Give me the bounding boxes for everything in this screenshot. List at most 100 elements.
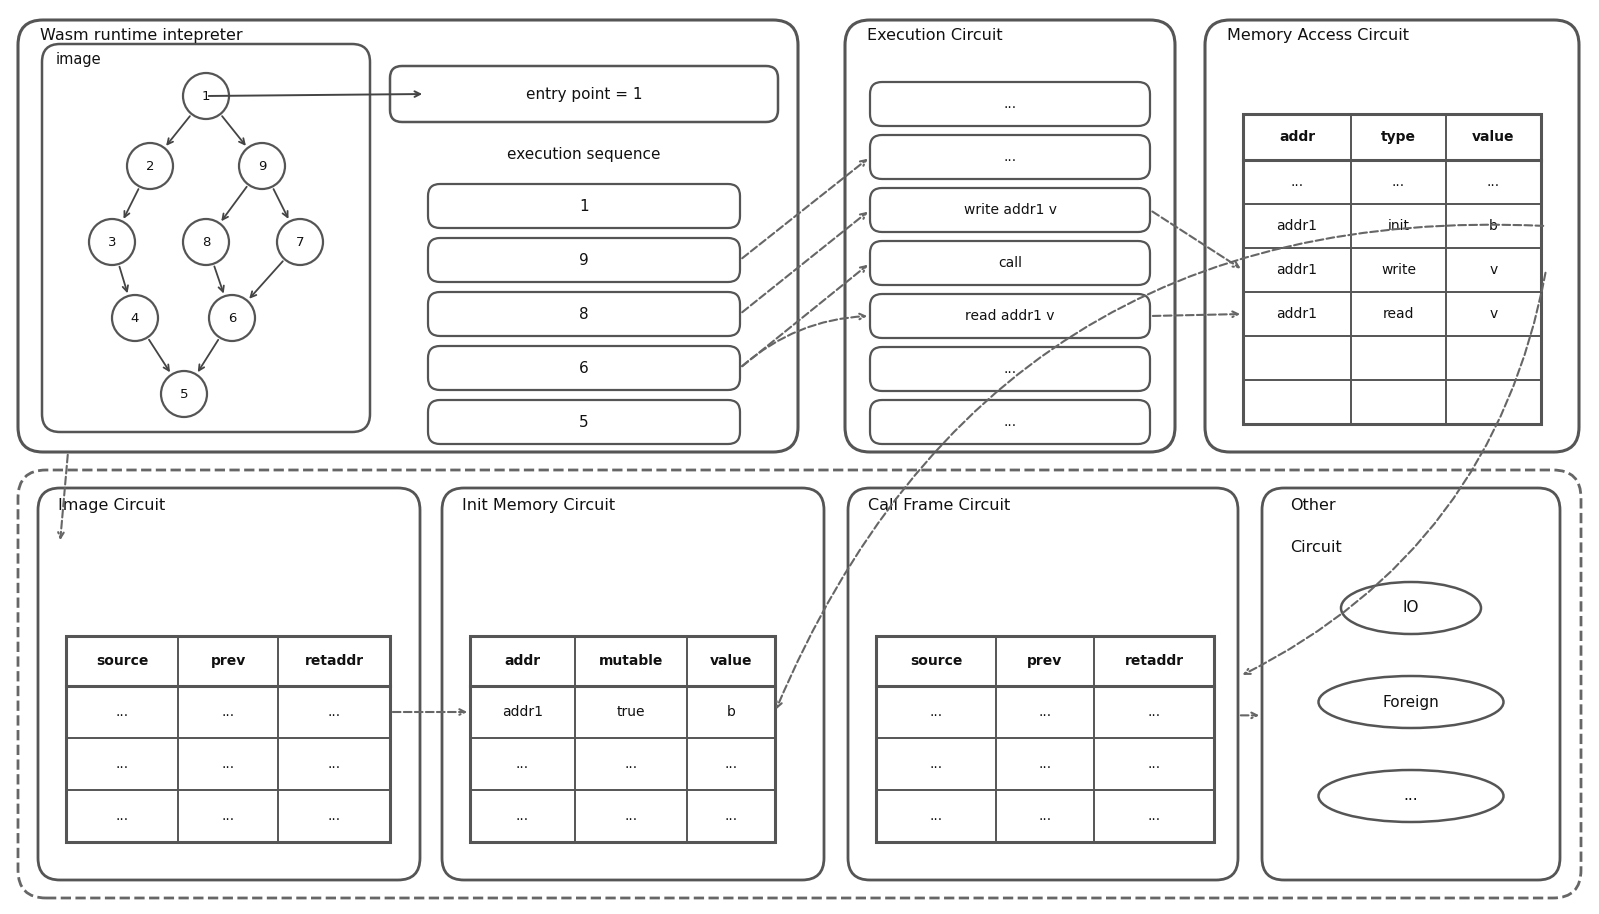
Bar xyxy=(66,636,390,842)
Text: ...: ... xyxy=(1290,175,1303,189)
Text: b: b xyxy=(726,705,736,719)
Text: ...: ... xyxy=(1148,757,1161,771)
Text: ...: ... xyxy=(1004,362,1017,376)
Text: ...: ... xyxy=(1148,809,1161,823)
FancyBboxPatch shape xyxy=(870,135,1150,179)
Text: Foreign: Foreign xyxy=(1383,695,1439,709)
Circle shape xyxy=(126,143,173,189)
Text: Call Frame Circuit: Call Frame Circuit xyxy=(868,498,1011,513)
Circle shape xyxy=(182,73,229,119)
Text: addr1: addr1 xyxy=(1276,307,1318,321)
Text: ...: ... xyxy=(1004,150,1017,164)
Ellipse shape xyxy=(1342,582,1481,634)
FancyBboxPatch shape xyxy=(1262,488,1561,880)
Text: Circuit: Circuit xyxy=(1290,540,1342,555)
Text: ...: ... xyxy=(1004,415,1017,429)
Circle shape xyxy=(90,219,134,265)
FancyBboxPatch shape xyxy=(429,184,740,228)
Text: true: true xyxy=(617,705,646,719)
FancyBboxPatch shape xyxy=(870,294,1150,338)
Text: ...: ... xyxy=(1038,757,1052,771)
Text: write addr1 v: write addr1 v xyxy=(964,203,1057,217)
Text: init: init xyxy=(1388,219,1409,233)
FancyBboxPatch shape xyxy=(1206,20,1578,452)
FancyBboxPatch shape xyxy=(429,238,740,282)
Text: ...: ... xyxy=(929,757,942,771)
FancyBboxPatch shape xyxy=(870,82,1150,126)
Text: ...: ... xyxy=(516,809,529,823)
Text: 9: 9 xyxy=(579,252,588,268)
FancyBboxPatch shape xyxy=(18,20,798,452)
Ellipse shape xyxy=(1319,770,1503,822)
Text: ...: ... xyxy=(221,757,235,771)
FancyBboxPatch shape xyxy=(870,400,1150,444)
Bar xyxy=(1242,114,1541,424)
Text: call: call xyxy=(998,256,1022,270)
Text: read: read xyxy=(1383,307,1414,321)
Text: 6: 6 xyxy=(579,360,588,376)
Text: addr: addr xyxy=(504,654,540,668)
FancyBboxPatch shape xyxy=(38,488,421,880)
Bar xyxy=(876,636,1214,842)
FancyBboxPatch shape xyxy=(870,347,1150,391)
Text: execution sequence: execution sequence xyxy=(507,146,660,162)
FancyBboxPatch shape xyxy=(42,44,369,432)
Text: ...: ... xyxy=(724,757,737,771)
Text: Memory Access Circuit: Memory Access Circuit xyxy=(1226,28,1409,43)
Circle shape xyxy=(238,143,285,189)
Text: value: value xyxy=(710,654,752,668)
Text: ...: ... xyxy=(328,809,341,823)
Text: ...: ... xyxy=(929,809,942,823)
Text: addr: addr xyxy=(1279,130,1314,144)
Text: ...: ... xyxy=(1038,705,1052,719)
Text: 4: 4 xyxy=(131,312,139,324)
Text: 5: 5 xyxy=(579,415,588,430)
Text: retaddr: retaddr xyxy=(304,654,363,668)
Text: value: value xyxy=(1473,130,1514,144)
FancyBboxPatch shape xyxy=(390,66,779,122)
Text: addr1: addr1 xyxy=(1276,219,1318,233)
Text: write: write xyxy=(1382,263,1417,277)
Text: 8: 8 xyxy=(201,236,209,249)
Text: ...: ... xyxy=(328,705,341,719)
Text: 7: 7 xyxy=(296,236,304,249)
Text: Execution Circuit: Execution Circuit xyxy=(867,28,1003,43)
Text: ...: ... xyxy=(1038,809,1052,823)
Circle shape xyxy=(277,219,323,265)
Text: Init Memory Circuit: Init Memory Circuit xyxy=(462,498,616,513)
Text: ...: ... xyxy=(625,809,638,823)
Text: ...: ... xyxy=(929,705,942,719)
Text: 1: 1 xyxy=(579,198,588,214)
FancyBboxPatch shape xyxy=(870,241,1150,285)
FancyBboxPatch shape xyxy=(870,188,1150,232)
FancyBboxPatch shape xyxy=(441,488,823,880)
Text: 9: 9 xyxy=(257,160,265,173)
Text: 8: 8 xyxy=(579,306,588,322)
FancyBboxPatch shape xyxy=(429,346,740,390)
Text: read addr1 v: read addr1 v xyxy=(966,309,1055,323)
Text: Wasm runtime intepreter: Wasm runtime intepreter xyxy=(40,28,243,43)
FancyBboxPatch shape xyxy=(847,488,1238,880)
Text: prev: prev xyxy=(1028,654,1063,668)
Text: ...: ... xyxy=(1404,789,1418,803)
Text: ...: ... xyxy=(115,809,128,823)
Text: addr1: addr1 xyxy=(1276,263,1318,277)
Text: ...: ... xyxy=(1487,175,1500,189)
Bar xyxy=(470,636,776,842)
Text: mutable: mutable xyxy=(598,654,664,668)
Text: ...: ... xyxy=(221,809,235,823)
Text: ...: ... xyxy=(221,705,235,719)
FancyBboxPatch shape xyxy=(429,292,740,336)
Text: entry point = 1: entry point = 1 xyxy=(526,87,643,101)
Circle shape xyxy=(182,219,229,265)
Text: addr1: addr1 xyxy=(502,705,544,719)
Text: ...: ... xyxy=(1148,705,1161,719)
Text: 3: 3 xyxy=(107,236,117,249)
Circle shape xyxy=(112,295,158,341)
Text: ...: ... xyxy=(1393,175,1406,189)
Ellipse shape xyxy=(1319,676,1503,728)
Text: prev: prev xyxy=(211,654,246,668)
Text: 6: 6 xyxy=(227,312,237,324)
Text: Other: Other xyxy=(1290,498,1335,513)
Text: 2: 2 xyxy=(146,160,154,173)
